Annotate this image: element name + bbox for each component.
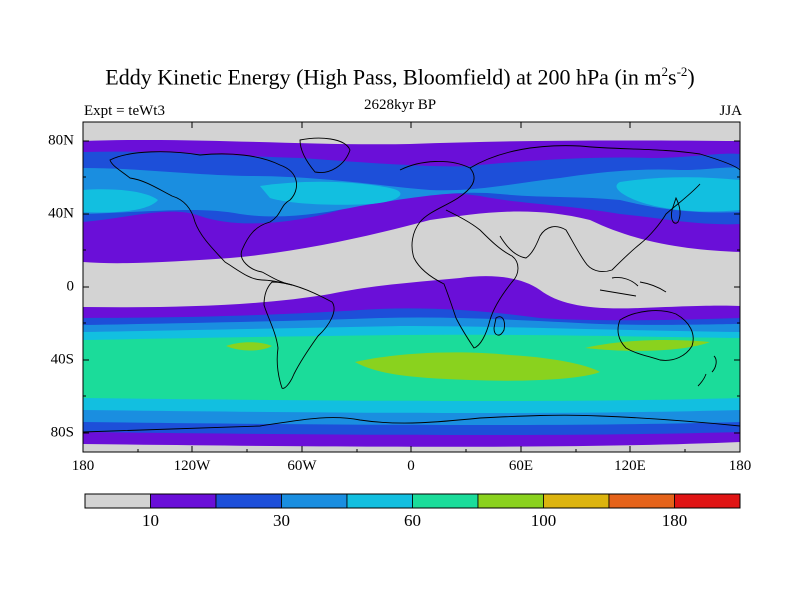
europe-africa-coastline (399, 160, 519, 349)
lon-ticks (82, 122, 741, 452)
colorbar-label: 10 (142, 511, 159, 530)
colorbar-label: 60 (404, 511, 421, 530)
nh-blue-band (83, 167, 740, 217)
lat-label: 80S (51, 424, 74, 440)
new-zealand-coastline (697, 355, 717, 387)
lat-ticks (83, 140, 740, 434)
colorbar-frame (84, 493, 741, 509)
season-label: JJA (719, 103, 742, 119)
sh-yellowgreen-patch-australia (585, 340, 710, 351)
lon-label: 60W (287, 458, 317, 474)
nh-cyan-blob-atlantic (260, 181, 401, 205)
colorbar-swatch (543, 493, 610, 509)
colorbar-label: 30 (273, 511, 290, 530)
colorbar-swatches (84, 493, 741, 509)
madagascar-coastline (493, 316, 505, 336)
colorbar-swatch (281, 493, 348, 509)
lat-labels: 80N 40N 0 40S 80S (48, 132, 74, 440)
lon-label: 120E (614, 458, 646, 474)
lat-label: 0 (67, 278, 75, 294)
colorbar-label: 100 (531, 511, 557, 530)
lat-label: 40S (51, 351, 74, 367)
nh-cyan-blob-asia (616, 177, 740, 212)
experiment-label: Expt = teWt3 (84, 103, 165, 119)
lon-labels: 180 120W 60W 0 60E 120E 180 (72, 458, 752, 474)
maritime-continent-coastline (599, 277, 667, 297)
colorbar-swatch (346, 493, 413, 509)
colorbar-label: 180 (662, 511, 688, 530)
colorbar-labels: 10 30 60 100 180 (142, 511, 687, 530)
lat-label: 80N (48, 132, 74, 148)
greenland-coastline (299, 137, 351, 173)
map-subtitle: 2628kyr BP (363, 97, 437, 113)
japan-coastline (671, 196, 681, 224)
lon-label: 180 (72, 458, 95, 474)
colorbar-swatch (84, 493, 151, 509)
colorbar-swatch (150, 493, 217, 509)
australia-coastline (617, 310, 694, 361)
north-america-coastline (109, 151, 297, 286)
antarctica-coastline (83, 414, 740, 433)
south-america-coastline (263, 281, 335, 389)
colorbar-swatch (477, 493, 544, 509)
lon-label: 180 (729, 458, 752, 474)
lon-label: 0 (407, 458, 415, 474)
colorbar: 10 30 60 100 180 (84, 493, 741, 530)
lat-label: 40N (48, 205, 74, 221)
eke-field (83, 122, 740, 452)
lon-label: 60E (509, 458, 533, 474)
sh-yellowgreen-patch-pacific (226, 342, 272, 351)
coastlines (83, 137, 740, 433)
colorbar-swatch (608, 493, 675, 509)
colorbar-swatch (215, 493, 282, 509)
lon-label: 120W (174, 458, 212, 474)
map-title: Eddy Kinetic Energy (High Pass, Bloomfie… (105, 64, 695, 90)
asia-coastline (469, 145, 740, 273)
colorbar-swatch (412, 493, 479, 509)
nh-cyan-blob-pacific (83, 189, 158, 213)
colorbar-swatch (674, 493, 741, 509)
sh-yellowgreen-patch-indian (355, 352, 600, 381)
